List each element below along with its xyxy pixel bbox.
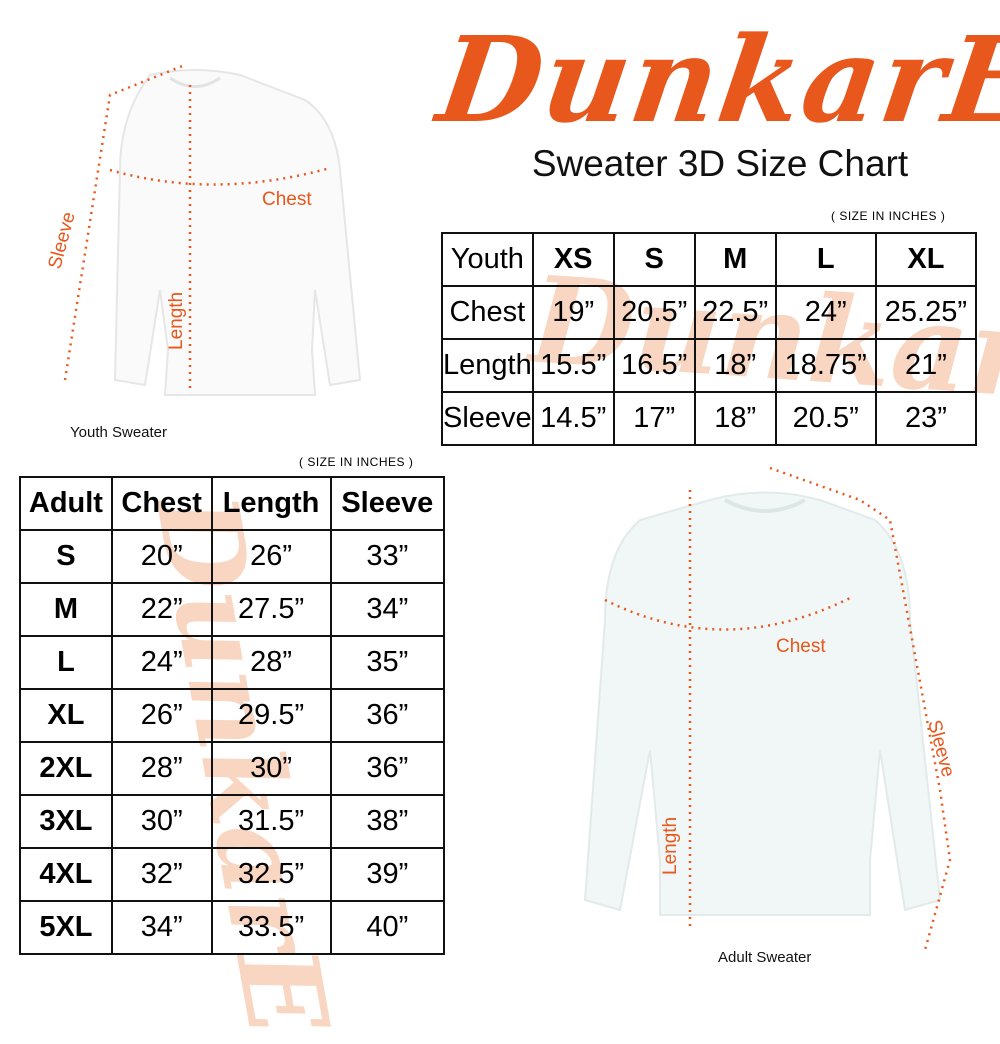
table-row: 4XL 32” 32.5” 39” xyxy=(19,847,446,902)
cell: 22” xyxy=(110,582,213,637)
youth-units-note: ( SIZE IN INCHES ) xyxy=(831,209,946,223)
row-label: Chest xyxy=(441,285,534,340)
adult-chest-label: Chest xyxy=(776,636,826,657)
cell: 32.5” xyxy=(210,847,332,902)
cell: 17” xyxy=(612,391,696,446)
header-cell: S xyxy=(612,232,696,287)
cell: 34” xyxy=(329,582,446,637)
youth-length-label: Length xyxy=(166,292,187,350)
adult-size-table: Adult Chest Length Sleeve S 20” 26” 33” M 22”… xyxy=(19,476,446,955)
adult-sleeve-label: Sleeve xyxy=(923,718,958,780)
cell: 20.5” xyxy=(612,285,696,340)
cell: 30” xyxy=(210,741,332,796)
youth-sleeve-label: Sleeve xyxy=(45,210,80,272)
size-label: 5XL xyxy=(19,900,113,955)
youth-sweater-caption: Youth Sweater xyxy=(70,424,168,441)
cell: 18” xyxy=(693,391,777,446)
adult-length-label: Length xyxy=(660,817,681,875)
size-label: 3XL xyxy=(19,794,113,849)
cell: 36” xyxy=(329,741,446,796)
header-cell: Sleeve xyxy=(329,476,446,531)
cell: 20.5” xyxy=(774,391,877,446)
brand-logo: DunkarE xyxy=(430,10,1000,149)
cell: 14.5” xyxy=(531,391,615,446)
size-label: 4XL xyxy=(19,847,113,902)
table-header-row: Adult Chest Length Sleeve xyxy=(19,476,446,531)
cell: 21” xyxy=(874,338,978,393)
cell: 35” xyxy=(329,635,446,690)
cell: 26” xyxy=(110,688,213,743)
cell: 20” xyxy=(110,529,213,584)
row-label: Sleeve xyxy=(441,391,534,446)
row-label: Length xyxy=(441,338,534,393)
cell: 33” xyxy=(329,529,446,584)
table-row: 2XL 28” 30” 36” xyxy=(19,741,446,796)
cell: 30” xyxy=(110,794,213,849)
header-cell: Adult xyxy=(19,476,113,531)
cell: 19” xyxy=(531,285,615,340)
table-row: 5XL 34” 33.5” 40” xyxy=(19,900,446,955)
header-cell: Chest xyxy=(110,476,213,531)
cell: 24” xyxy=(774,285,877,340)
table-row: Length 15.5” 16.5” 18” 18.75” 21” xyxy=(441,338,978,393)
header-cell: XL xyxy=(874,232,978,287)
cell: 39” xyxy=(329,847,446,902)
header-cell: Youth xyxy=(441,232,534,287)
table-row: L 24” 28” 35” xyxy=(19,635,446,690)
cell: 16.5” xyxy=(612,338,696,393)
cell: 18” xyxy=(693,338,777,393)
youth-size-table: Youth XS S M L XL Chest 19” 20.5” 22.5” … xyxy=(441,232,978,446)
header-cell: L xyxy=(774,232,877,287)
table-row: S 20” 26” 33” xyxy=(19,529,446,584)
table-row: Chest 19” 20.5” 22.5” 24” 25.25” xyxy=(441,285,978,340)
table-header-row: Youth XS S M L XL xyxy=(441,232,978,287)
cell: 34” xyxy=(110,900,213,955)
table-row: 3XL 30” 31.5” 38” xyxy=(19,794,446,849)
page-title: Sweater 3D Size Chart xyxy=(531,143,909,184)
table-row: Sleeve 14.5” 17” 18” 20.5” 23” xyxy=(441,391,978,446)
cell: 33.5” xyxy=(210,900,332,955)
adult-sweater-caption: Adult Sweater xyxy=(718,949,812,966)
cell: 28” xyxy=(110,741,213,796)
header-cell: M xyxy=(693,232,777,287)
cell: 26” xyxy=(210,529,332,584)
cell: 31.5” xyxy=(210,794,332,849)
size-label: XL xyxy=(19,688,113,743)
table-row: XL 26” 29.5” 36” xyxy=(19,688,446,743)
youth-sweater-image: Chest Length Sleeve xyxy=(45,63,362,396)
size-label: S xyxy=(19,529,113,584)
cell: 27.5” xyxy=(210,582,332,637)
header-cell: Length xyxy=(210,476,332,531)
cell: 38” xyxy=(329,794,446,849)
cell: 25.25” xyxy=(874,285,978,340)
cell: 22.5” xyxy=(693,285,777,340)
header-cell: XS xyxy=(531,232,615,287)
cell: 32” xyxy=(110,847,213,902)
cell: 24” xyxy=(110,635,213,690)
adult-sweater-image: Chest Length Sleeve xyxy=(583,466,958,951)
cell: 36” xyxy=(329,688,446,743)
table-row: M 22” 27.5” 34” xyxy=(19,582,446,637)
cell: 23” xyxy=(874,391,978,446)
cell: 29.5” xyxy=(210,688,332,743)
size-label: M xyxy=(19,582,113,637)
adult-units-note: ( SIZE IN INCHES ) xyxy=(299,455,414,469)
cell: 18.75” xyxy=(774,338,877,393)
size-label: L xyxy=(19,635,113,690)
cell: 15.5” xyxy=(531,338,615,393)
size-label: 2XL xyxy=(19,741,113,796)
youth-chest-label: Chest xyxy=(262,189,312,210)
cell: 28” xyxy=(210,635,332,690)
cell: 40” xyxy=(329,900,446,955)
